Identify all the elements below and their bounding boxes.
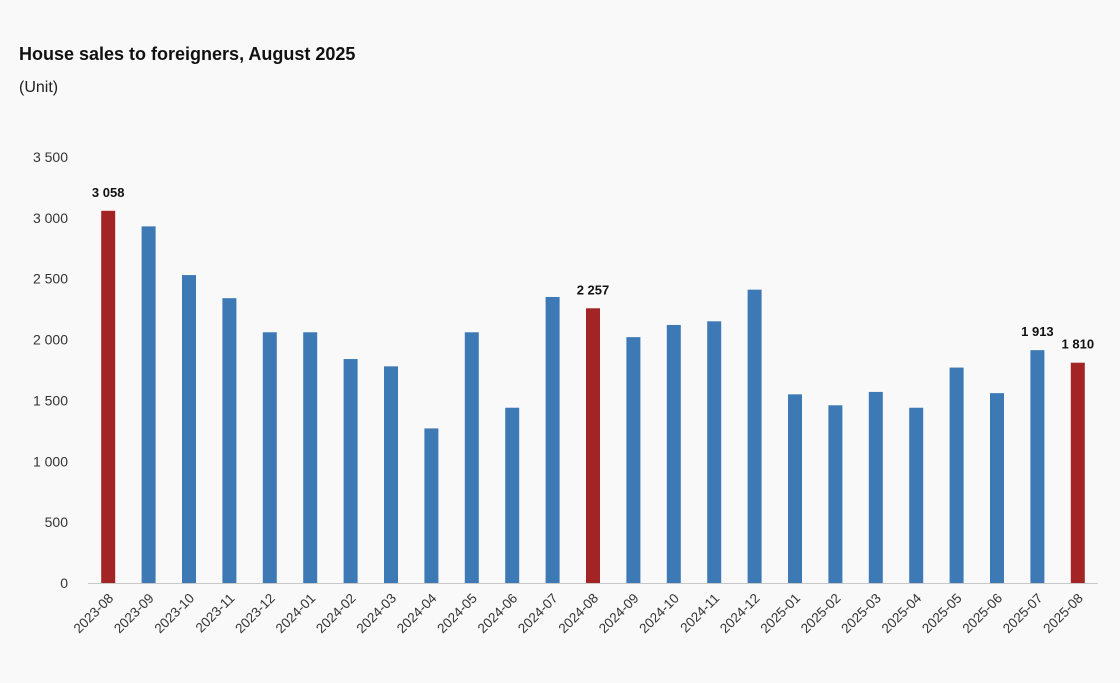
y-tick-label: 3 000 xyxy=(33,210,68,226)
bar-2025-02 xyxy=(828,405,843,583)
x-tick-label: 2024-01 xyxy=(273,591,319,637)
y-axis-unit-label: (Unit) xyxy=(19,79,59,96)
data-labels-group: 3 058 2 257 1 913 1 810 xyxy=(92,185,1094,352)
x-tick-label: 2025-07 xyxy=(1000,591,1046,637)
bar-2024-09 xyxy=(626,337,641,583)
y-tick-label: 1 000 xyxy=(33,453,68,469)
bar-2025-06 xyxy=(990,393,1004,583)
x-tick-label: 2024-02 xyxy=(313,591,359,637)
y-tick-label: 2 500 xyxy=(33,271,68,287)
x-tick-label: 2025-03 xyxy=(838,591,884,637)
x-tick-label: 2025-02 xyxy=(798,591,844,637)
bar-2023-10 xyxy=(182,275,196,583)
data-label: 1 913 xyxy=(1021,324,1054,339)
x-tick-label: 2024-09 xyxy=(596,591,642,637)
bar-2025-07 xyxy=(1030,350,1045,583)
x-tick-label: 2024-07 xyxy=(515,591,561,637)
y-tick-label: 1 500 xyxy=(33,392,68,408)
x-tick-label: 2025-04 xyxy=(879,590,925,636)
data-label: 1 810 xyxy=(1062,337,1095,352)
x-tick-label: 2025-05 xyxy=(919,591,965,637)
y-tick-label: 2 000 xyxy=(33,332,68,348)
x-tick-label: 2025-01 xyxy=(757,591,803,637)
x-tick-label: 2024-10 xyxy=(636,591,682,637)
x-tick-label: 2025-08 xyxy=(1040,591,1086,637)
bar-2024-03 xyxy=(384,366,398,583)
bar-2024-07 xyxy=(545,296,560,583)
bar-2024-08 xyxy=(586,308,600,583)
bar-2025-08 xyxy=(1070,362,1085,583)
bar-2024-01 xyxy=(303,332,318,583)
bar-2025-04 xyxy=(909,407,924,583)
bar-2025-05 xyxy=(949,367,964,583)
bar-2025-03 xyxy=(868,391,883,583)
bar-2024-05 xyxy=(464,332,479,583)
bar-2023-11 xyxy=(222,298,237,583)
x-tick-label: 2024-12 xyxy=(717,591,763,637)
bar-2024-02 xyxy=(343,359,358,583)
chart-title: House sales to foreigners, August 2025 xyxy=(19,44,356,64)
bar-2024-06 xyxy=(505,407,520,583)
bars-group xyxy=(101,210,1085,583)
bar-2023-08 xyxy=(101,210,116,583)
x-tick-label: 2024-05 xyxy=(434,591,480,637)
y-tick-label: 500 xyxy=(45,514,69,530)
y-axis-ticks: 0 500 1 000 1 500 2 000 2 500 3 000 3 500 xyxy=(33,149,68,591)
x-tick-label: 2023-11 xyxy=(193,591,238,636)
x-tick-label: 2023-08 xyxy=(71,591,117,637)
x-tick-label: 2023-12 xyxy=(232,591,278,637)
bar-2023-12 xyxy=(262,332,277,583)
bar-2024-12 xyxy=(747,289,762,583)
bar-2024-11 xyxy=(707,321,722,583)
x-axis-ticks: 2023-082023-092023-102023-112023-122024-… xyxy=(71,590,1086,636)
data-label: 3 058 xyxy=(92,185,125,200)
bar-2023-09 xyxy=(141,226,156,583)
bar-2025-01 xyxy=(788,394,802,583)
x-tick-label: 2024-06 xyxy=(475,591,521,637)
bar-2024-04 xyxy=(424,428,439,583)
x-tick-label: 2024-04 xyxy=(394,590,440,636)
bar-2024-10 xyxy=(666,324,681,583)
data-label: 2 257 xyxy=(577,282,610,297)
x-tick-label: 2024-11 xyxy=(677,591,722,636)
x-tick-label: 2023-10 xyxy=(151,591,197,637)
x-tick-label: 2024-08 xyxy=(555,591,601,637)
y-tick-label: 3 500 xyxy=(33,149,68,165)
x-tick-label: 2024-03 xyxy=(353,591,399,637)
x-tick-label: 2025-06 xyxy=(959,591,1005,637)
y-tick-label: 0 xyxy=(60,575,68,591)
x-tick-label: 2023-09 xyxy=(111,591,157,637)
